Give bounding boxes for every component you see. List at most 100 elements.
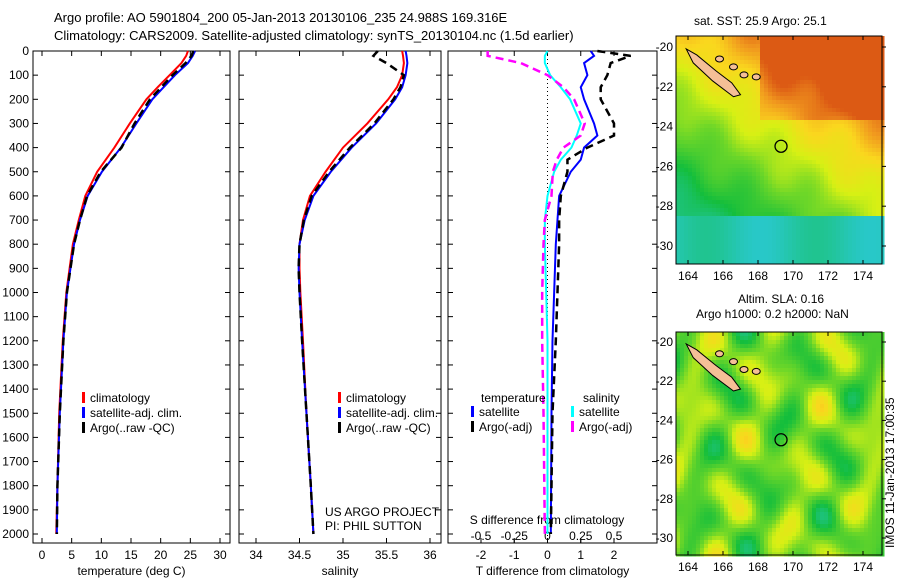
map-cell [788, 432, 793, 437]
map-cell [680, 520, 685, 525]
map-cell [804, 72, 809, 77]
map-cell [744, 92, 749, 97]
map-cell [824, 124, 829, 129]
map-cell [824, 112, 829, 117]
map-cell [820, 224, 825, 229]
map-cell [752, 204, 757, 209]
map-cell [864, 68, 869, 73]
map-cell [780, 376, 785, 381]
map-cell [752, 484, 757, 489]
map-cell [760, 96, 765, 101]
map-cell [764, 124, 769, 129]
map-cell [864, 252, 869, 257]
map-cell [708, 120, 713, 125]
map-cell [716, 496, 721, 501]
map-cell [872, 124, 877, 129]
map-cell [796, 408, 801, 413]
map-cell [676, 208, 681, 213]
map-cell [740, 160, 745, 165]
map-cell [684, 500, 689, 505]
map-cell [864, 228, 869, 233]
map-cell [808, 112, 813, 117]
map-cell [692, 408, 697, 413]
map-cell [872, 172, 877, 177]
map-cell [704, 120, 709, 125]
map-cell [740, 208, 745, 213]
map-cell [832, 232, 837, 237]
map-cell [832, 104, 837, 109]
map-cell [780, 364, 785, 369]
map-cell [860, 80, 865, 85]
map-cell [720, 408, 725, 413]
map-cell [728, 524, 733, 529]
map-cell [684, 444, 689, 449]
map-cell [760, 404, 765, 409]
map-cell [756, 144, 761, 149]
map-cell [748, 440, 753, 445]
map-cell [744, 372, 749, 377]
map-cell [700, 368, 705, 373]
map-cell [736, 412, 741, 417]
map-cell [784, 404, 789, 409]
map-cell [812, 256, 817, 261]
map-cell [776, 112, 781, 117]
map-cell [816, 260, 821, 265]
map-cell [700, 460, 705, 465]
map-cell [708, 444, 713, 449]
map-cell [756, 396, 761, 401]
map-cell [724, 384, 729, 389]
map-cell [820, 204, 825, 209]
map-cell [696, 96, 701, 101]
map-cell [848, 188, 853, 193]
map-cell [864, 240, 869, 245]
map-cell [688, 236, 693, 241]
map-cell [792, 376, 797, 381]
map-cell [776, 456, 781, 461]
map-cell [860, 140, 865, 145]
map-cell [788, 436, 793, 441]
map-cell [872, 120, 877, 125]
map-cell [756, 160, 761, 165]
map-cell [708, 188, 713, 193]
map-cell [824, 120, 829, 125]
map-cell [780, 260, 785, 265]
map-cell [752, 332, 757, 337]
map-cell [732, 416, 737, 421]
map-cell [848, 248, 853, 253]
map-cell [716, 248, 721, 253]
map-cell [760, 172, 765, 177]
map-cell [752, 412, 757, 417]
map-cell [720, 444, 725, 449]
map-cell [808, 248, 813, 253]
map-cell [816, 212, 821, 217]
map-cell [744, 212, 749, 217]
map-cell [684, 36, 689, 41]
map-cell [820, 244, 825, 249]
map-cell [824, 36, 829, 41]
map-cell [800, 256, 805, 261]
map-cell [752, 364, 757, 369]
map-cell [716, 504, 721, 509]
map-cell [684, 400, 689, 405]
map-cell [724, 508, 729, 513]
map-cell [748, 544, 753, 549]
map-cell [756, 544, 761, 549]
x-tick-label: 2 [611, 548, 618, 562]
map-cell [844, 60, 849, 65]
map-cell [676, 144, 681, 149]
map-cell [732, 524, 737, 529]
map-cell [752, 464, 757, 469]
map-cell [784, 544, 789, 549]
map-cell [848, 92, 853, 97]
map-cell [752, 408, 757, 413]
map-cell [676, 388, 681, 393]
map-cell [688, 36, 693, 41]
map-cell [788, 48, 793, 53]
map-cell [716, 208, 721, 213]
map-cell [680, 260, 685, 265]
map-cell [784, 244, 789, 249]
map-cell [796, 156, 801, 161]
map-cell [868, 256, 873, 261]
map-cell [696, 88, 701, 93]
map-cell [700, 128, 705, 133]
